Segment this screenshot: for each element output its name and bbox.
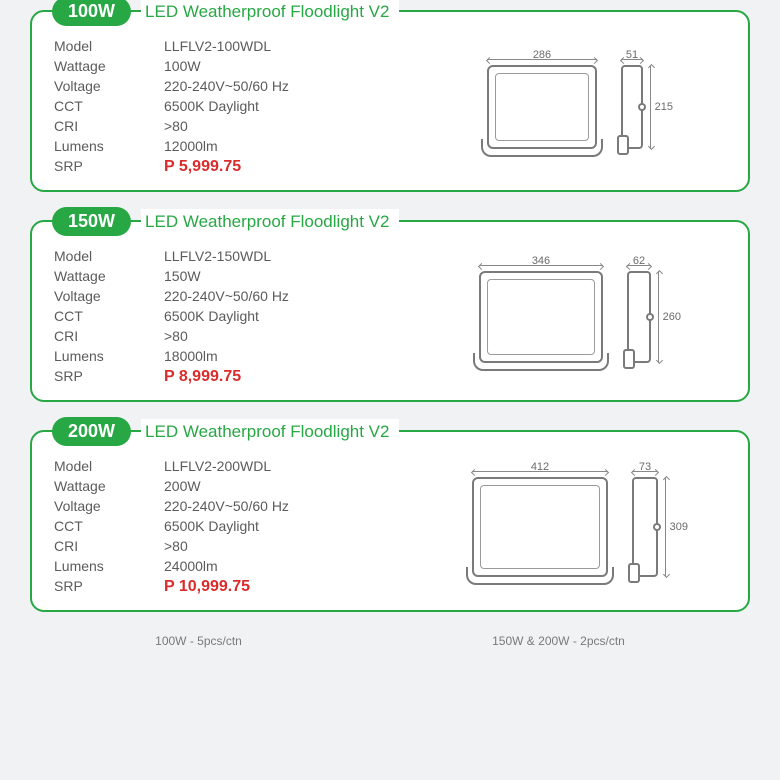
side-view-icon: 73 309 xyxy=(632,477,658,577)
packaging-footer: 100W - 5pcs/ctn 150W & 200W - 2pcs/ctn xyxy=(30,634,750,654)
spec-value: 6500K Daylight xyxy=(164,308,384,324)
spec-value: LLFLV2-100WDL xyxy=(164,38,384,54)
dimension-diagrams: 346 62 260 xyxy=(404,248,726,386)
dim-height-label: 309 xyxy=(670,477,688,577)
spec-table: ModelLLFLV2-100WDL Wattage100W Voltage22… xyxy=(54,38,384,176)
front-view-icon: 412 xyxy=(472,477,608,577)
front-view-icon: 346 xyxy=(479,271,603,363)
spec-value: 24000lm xyxy=(164,558,384,574)
spec-value: >80 xyxy=(164,118,384,134)
spec-value: >80 xyxy=(164,538,384,554)
spec-value: LLFLV2-150WDL xyxy=(164,248,384,264)
card-header: 150W LED Weatherproof Floodlight V2 xyxy=(52,207,399,236)
packaging-note: 100W - 5pcs/ctn xyxy=(155,634,242,648)
packaging-note: 150W & 200W - 2pcs/ctn xyxy=(492,634,625,648)
spec-label: SRP xyxy=(54,578,164,596)
dimension-diagrams: 286 51 215 xyxy=(404,38,726,176)
spec-value: LLFLV2-200WDL xyxy=(164,458,384,474)
front-view-icon: 286 xyxy=(487,65,597,149)
spec-label: Wattage xyxy=(54,478,164,494)
spec-label: Model xyxy=(54,458,164,474)
spec-value: 12000lm xyxy=(164,138,384,154)
wattage-badge: 150W xyxy=(52,207,131,236)
spec-label: Model xyxy=(54,38,164,54)
spec-label: CRI xyxy=(54,118,164,134)
product-title: LED Weatherproof Floodlight V2 xyxy=(141,0,399,25)
spec-label: CRI xyxy=(54,538,164,554)
dim-height-label: 260 xyxy=(663,271,681,363)
spec-label: SRP xyxy=(54,368,164,386)
spec-value: 220-240V~50/60 Hz xyxy=(164,498,384,514)
spec-label: Lumens xyxy=(54,348,164,364)
spec-table: ModelLLFLV2-200WDL Wattage200W Voltage22… xyxy=(54,458,384,596)
spec-value: 18000lm xyxy=(164,348,384,364)
spec-value: 150W xyxy=(164,268,384,284)
spec-value: 6500K Daylight xyxy=(164,98,384,114)
wattage-badge: 200W xyxy=(52,417,131,446)
price-value: P 8,999.75 xyxy=(164,368,384,386)
spec-label: CRI xyxy=(54,328,164,344)
price-value: P 10,999.75 xyxy=(164,578,384,596)
spec-value: 6500K Daylight xyxy=(164,518,384,534)
spec-label: Lumens xyxy=(54,138,164,154)
spec-label: CCT xyxy=(54,98,164,114)
spec-value: 200W xyxy=(164,478,384,494)
spec-label: CCT xyxy=(54,308,164,324)
card-header: 200W LED Weatherproof Floodlight V2 xyxy=(52,417,399,446)
wattage-badge: 100W xyxy=(52,0,131,26)
spec-label: SRP xyxy=(54,158,164,176)
dimension-diagrams: 412 73 309 xyxy=(404,458,726,596)
product-card: 150W LED Weatherproof Floodlight V2 Mode… xyxy=(30,220,750,402)
card-header: 100W LED Weatherproof Floodlight V2 xyxy=(52,0,399,26)
spec-table: ModelLLFLV2-150WDL Wattage150W Voltage22… xyxy=(54,248,384,386)
product-title: LED Weatherproof Floodlight V2 xyxy=(141,419,399,445)
spec-label: Voltage xyxy=(54,288,164,304)
price-value: P 5,999.75 xyxy=(164,158,384,176)
side-view-icon: 62 260 xyxy=(627,271,651,363)
spec-value: 100W xyxy=(164,58,384,74)
product-title: LED Weatherproof Floodlight V2 xyxy=(141,209,399,235)
spec-value: 220-240V~50/60 Hz xyxy=(164,288,384,304)
spec-label: Lumens xyxy=(54,558,164,574)
spec-value: 220-240V~50/60 Hz xyxy=(164,78,384,94)
product-card: 100W LED Weatherproof Floodlight V2 Mode… xyxy=(30,10,750,192)
spec-label: Voltage xyxy=(54,78,164,94)
spec-label: CCT xyxy=(54,518,164,534)
spec-value: >80 xyxy=(164,328,384,344)
spec-label: Voltage xyxy=(54,498,164,514)
dim-height-label: 215 xyxy=(655,65,673,149)
product-card: 200W LED Weatherproof Floodlight V2 Mode… xyxy=(30,430,750,612)
spec-label: Model xyxy=(54,248,164,264)
side-view-icon: 51 215 xyxy=(621,65,643,149)
spec-label: Wattage xyxy=(54,58,164,74)
spec-label: Wattage xyxy=(54,268,164,284)
